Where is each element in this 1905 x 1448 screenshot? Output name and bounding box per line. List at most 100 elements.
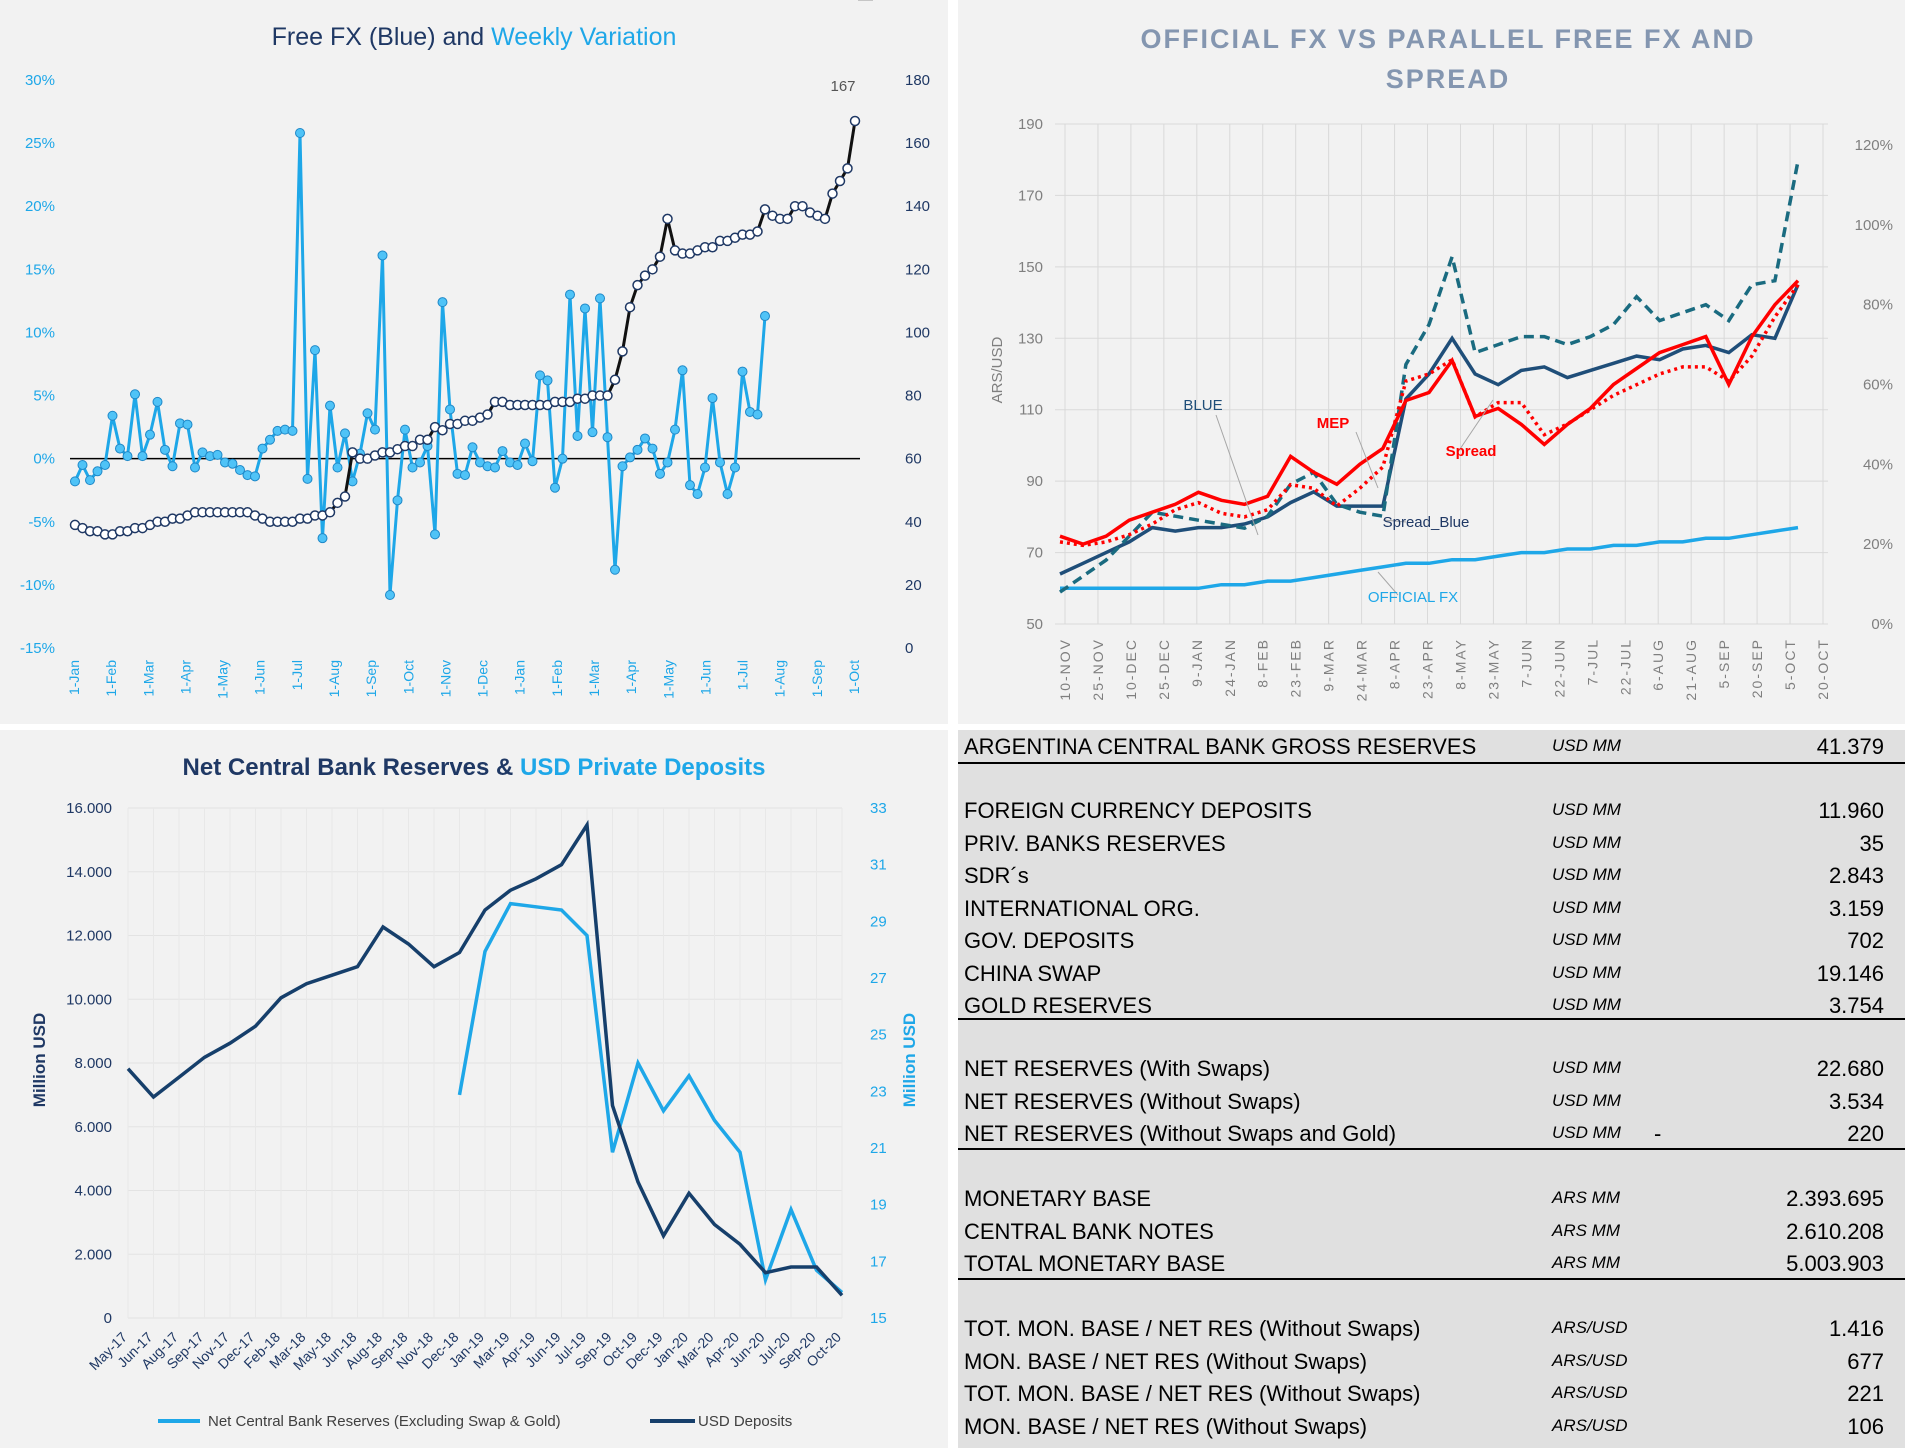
y-left-tick-label: -5%: [28, 514, 55, 531]
weekly-variation-point: [400, 424, 410, 435]
weekly-variation-point: [182, 419, 193, 430]
row-unit: ARS/USD: [1552, 1350, 1628, 1370]
y-left-tick-label: 10.000: [66, 991, 112, 1008]
weekly-variation-point: [692, 489, 703, 500]
y-left-tick-label: 6.000: [74, 1119, 112, 1136]
y-right-tick-label: 27: [870, 970, 887, 987]
weekly-variation-point: [497, 446, 508, 457]
row-label: MON. BASE / NET RES (Without Swaps): [964, 1348, 1368, 1374]
x-tick-label: 24-JAN: [1222, 638, 1238, 697]
weekly-variation-point: [287, 425, 298, 436]
table-row: TOTAL MONETARY BASE ARS MM 5.003.903: [964, 1247, 1884, 1279]
y-right-tick-label: 33: [870, 800, 887, 817]
weekly-variation-point: [340, 428, 350, 439]
row-unit: USD MM: [1552, 995, 1621, 1014]
table-row: NET RESERVES (Without Swaps and Gold) USD…: [964, 1117, 1884, 1149]
table-row: MONETARY BASE ARS MM 2.393.695: [964, 1182, 1884, 1214]
table-row: NET RESERVES (With Swaps) USD MM 22.680: [964, 1052, 1884, 1084]
row-value: 220: [1847, 1121, 1884, 1146]
row-value: 22.680: [1816, 1056, 1884, 1081]
table-row: GOV. DEPOSITS USD MM 702: [964, 924, 1884, 956]
y-left-tick-label: 0%: [33, 451, 55, 468]
weekly-variation-point: [467, 442, 478, 453]
row-unit: ARS/USD: [1552, 1318, 1628, 1337]
y-right-tick-label: 120%: [1855, 137, 1893, 154]
weekly-variation-point: [167, 461, 178, 472]
row-unit: USD MM: [1552, 1058, 1621, 1077]
weekly-variation-point: [332, 462, 343, 473]
weekly-variation-point: [265, 434, 275, 445]
y-left-tick-label: 0: [104, 1310, 112, 1327]
weekly-variation-point: [145, 429, 155, 440]
row-unit: ARS MM: [1552, 1253, 1620, 1272]
table-divider: [958, 762, 1905, 764]
x-tick-label: 1-May: [660, 660, 676, 699]
x-tick-label: 21-AUG: [1683, 638, 1699, 701]
y-left-tick-label: 150: [1018, 259, 1043, 276]
weekly-variation-point: [437, 297, 448, 308]
row-label: NET RESERVES (With Swaps): [964, 1056, 1271, 1081]
table-header-row: ARGENTINA CENTRAL BANK GROSS RESERVES USD…: [964, 730, 1884, 762]
table-row: FOREIGN CURRENCY DEPOSITS USD MM 11.960: [964, 794, 1884, 826]
weekly-variation-point: [70, 476, 80, 487]
row-unit: USD MM: [1552, 800, 1621, 819]
y-left-tick-label: -15%: [20, 640, 55, 657]
row-value: 2.843: [1828, 863, 1884, 888]
free-fx-point: [324, 507, 336, 518]
row-value: 41.379: [1816, 734, 1884, 759]
table-row: CHINA SWAP USD MM 19.146: [964, 957, 1884, 989]
y-left-tick-label: 2.000: [74, 1246, 112, 1263]
free-fx-point: [662, 213, 673, 225]
free-fx-chart: Free FX (Blue) and Weekly Variation 30% 25…: [20, 0, 930, 699]
y-left-tick-label: 190: [1018, 116, 1043, 133]
weekly-variation-point: [235, 465, 245, 476]
chart-title-part: USD Private Deposits: [520, 754, 765, 781]
official-vs-parallel-chart: OFFICIAL FX VS PARALLEL FREE FX AND SPREA…: [989, 24, 1893, 701]
weekly-variation-point: [377, 250, 388, 261]
x-tick-label: 5-SEP: [1716, 638, 1732, 688]
free-fx-point: [834, 175, 846, 187]
chart-title: Free FX (Blue) and Weekly Variation: [272, 23, 677, 51]
row-value: 677: [1847, 1348, 1884, 1374]
series-line-official-fx: [1060, 525, 1799, 591]
weekly-variation-point: [602, 432, 613, 443]
row-value: 35: [1859, 830, 1884, 856]
row-label: TOT. MON. BASE / NET RES (Without Swaps): [964, 1381, 1421, 1406]
chart-title-line: SPREAD: [1386, 64, 1511, 94]
net-reserves-line: [457, 901, 844, 1294]
x-tick-label: 1-Jan: [512, 660, 528, 695]
row-label: CHINA SWAP: [964, 960, 1102, 986]
weekly-variation-point: [490, 462, 500, 473]
weekly-variation-point: [107, 410, 118, 421]
x-tick-label: 1-Aug: [772, 660, 788, 697]
annotation-leader: [1457, 399, 1494, 453]
x-tick-label: 1-Mar: [586, 660, 602, 697]
x-tick-label: 1-May: [215, 660, 231, 699]
free-fx-point: [797, 200, 808, 212]
free-fx-point: [842, 163, 853, 174]
y-right-tick-label: 60%: [1863, 377, 1893, 394]
weekly-variation-point: [250, 471, 260, 482]
weekly-variation-point: [310, 345, 320, 356]
weekly-variation-point: [137, 451, 148, 462]
row-label: MONETARY BASE: [964, 1186, 1152, 1211]
weekly-variation-point: [295, 128, 305, 139]
annotation-leader: [1377, 571, 1399, 596]
y-right-tick-label: 23: [870, 1083, 887, 1100]
x-tick-label: 20-OCT: [1815, 638, 1831, 700]
x-tick-label: 5-OCT: [1782, 638, 1798, 690]
free-fx-point: [782, 213, 793, 225]
y-left-tick-label: 8.000: [74, 1055, 112, 1072]
free-fx-point: [482, 409, 493, 420]
row-unit: ARS MM: [1552, 1220, 1620, 1240]
weekly-variation-point: [227, 458, 238, 469]
row-label: NET RESERVES (Without Swaps): [964, 1088, 1301, 1114]
weekly-variation-point: [430, 529, 440, 540]
weekly-variation-point: [700, 462, 710, 473]
weekly-variation-point: [557, 453, 568, 464]
weekly-variation-point: [752, 409, 763, 420]
table-row: GOLD RESERVES USD MM 3.754: [964, 989, 1884, 1021]
x-tick-label: 7-JUL: [1584, 638, 1600, 685]
weekly-variation-point: [715, 457, 725, 468]
chart-title-line: OFFICIAL FX VS PARALLEL FREE FX AND: [1140, 24, 1755, 54]
